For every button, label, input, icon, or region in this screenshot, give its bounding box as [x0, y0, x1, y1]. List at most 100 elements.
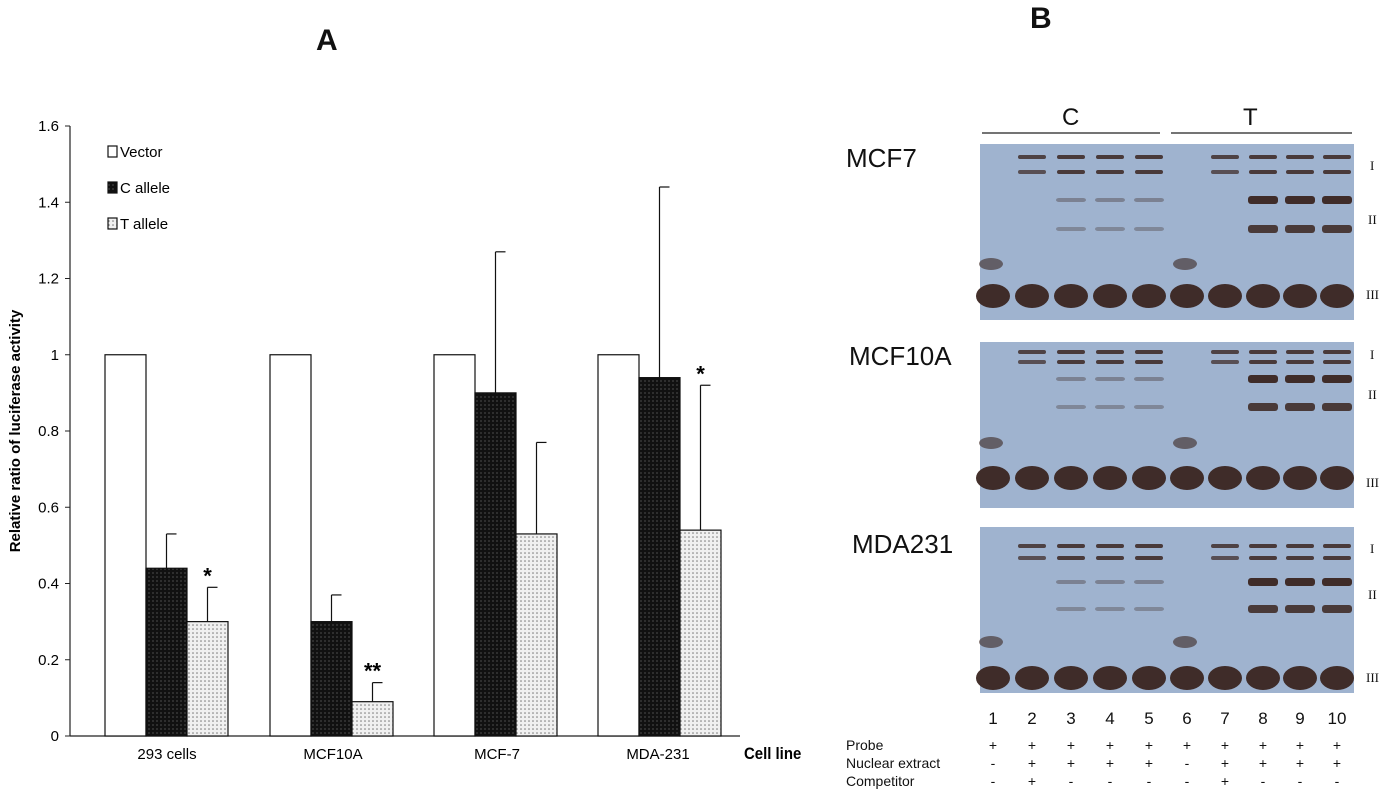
band-i [1018, 544, 1046, 548]
band-faint [1173, 258, 1197, 270]
lane-number: 5 [1144, 709, 1154, 728]
y-tick-label: 0.4 [38, 576, 59, 593]
band-i [1286, 350, 1314, 354]
condition-sign: + [1105, 755, 1115, 771]
band-iii [1132, 466, 1166, 490]
condition-sign: + [1220, 737, 1230, 753]
condition-sign: - [1107, 773, 1113, 789]
band-iii [1093, 284, 1127, 308]
band-ii [1322, 403, 1352, 411]
band-iii [1170, 466, 1204, 490]
y-tick-label: 0.2 [38, 652, 59, 669]
panel-a-label: A [316, 24, 338, 57]
band-iii [1320, 466, 1354, 490]
bar-c-allele [474, 392, 517, 737]
band-ii [1285, 375, 1315, 383]
band-i [1286, 360, 1314, 364]
band-ii [1095, 580, 1125, 584]
legend-swatch-c-allele [107, 181, 118, 194]
bar-vector [104, 354, 147, 737]
gel-blot-images [976, 132, 1354, 693]
lane-number: 2 [1027, 709, 1037, 728]
condition-sign: - [990, 773, 996, 789]
condition-sign: - [990, 755, 996, 771]
band-i [1018, 556, 1046, 560]
band-iii [1054, 466, 1088, 490]
band-ii [1248, 225, 1278, 233]
band-ii [1056, 405, 1086, 409]
band-ii [1056, 580, 1086, 584]
band-i [1323, 170, 1351, 174]
group-label-c: C [1062, 104, 1080, 131]
band-i [1096, 544, 1124, 548]
band-i [1323, 155, 1351, 159]
lane-number: 7 [1220, 709, 1230, 728]
bar-vector [597, 354, 640, 737]
band-iii [1093, 666, 1127, 690]
condition-sign: - [1260, 773, 1266, 789]
y-tick-label: 1 [51, 347, 59, 364]
legend-label-vector: Vector [120, 144, 163, 161]
condition-sign: + [1220, 773, 1230, 789]
x-category-label: MDA-231 [626, 746, 689, 763]
band-i [1323, 350, 1351, 354]
condition-sign: + [1144, 737, 1154, 753]
band-iii [1246, 466, 1280, 490]
condition-sign: + [1332, 755, 1342, 771]
condition-sign: + [1295, 737, 1305, 753]
band-ii [1056, 607, 1086, 611]
x-axis-title: Cell line [744, 745, 801, 763]
band-i [1096, 350, 1124, 354]
band-iii [1208, 466, 1242, 490]
bar-c-allele [638, 377, 681, 737]
row-label-mcf10a: MCF10A [849, 341, 952, 371]
legend-swatch-vector [107, 145, 118, 158]
band-i [1096, 155, 1124, 159]
band-label-r1-ii: II [1368, 212, 1377, 227]
row-label-mcf7: MCF7 [846, 143, 917, 173]
band-ii [1285, 578, 1315, 586]
band-ii [1248, 375, 1278, 383]
band-label-r2-i: I [1370, 347, 1375, 362]
bar-t-allele [679, 529, 722, 737]
condition-sign: + [1182, 737, 1192, 753]
band-i [1135, 170, 1163, 174]
bar-c-allele [310, 621, 353, 737]
y-tick-label: 1.4 [38, 194, 59, 211]
band-faint [979, 636, 1003, 648]
y-tick-label: 0.8 [38, 423, 59, 440]
y-tick-label: 0 [51, 728, 59, 745]
condition-label-competitor: Competitor [846, 773, 915, 789]
lane-number: 3 [1066, 709, 1076, 728]
band-label-r1-i: I [1370, 158, 1375, 173]
band-i [1211, 544, 1239, 548]
band-i [1249, 170, 1277, 174]
band-i [1323, 544, 1351, 548]
band-ii [1285, 403, 1315, 411]
condition-sign: + [1258, 755, 1268, 771]
condition-sign: + [1220, 755, 1230, 771]
significance-marker: * [203, 563, 212, 588]
band-iii [1320, 284, 1354, 308]
band-label-r2-iii: III [1366, 475, 1379, 490]
band-i [1135, 556, 1163, 560]
band-iii [1015, 466, 1049, 490]
band-ii [1095, 227, 1125, 231]
condition-sign: + [1066, 755, 1076, 771]
band-i [1286, 556, 1314, 560]
band-i [1249, 556, 1277, 560]
luciferase-bar-chart: 0 0.2 0.4 0.6 0.8 1 1.2 1.4 1.6 Relative ratio of… [7, 118, 801, 763]
band-iii [1093, 466, 1127, 490]
band-ii [1056, 227, 1086, 231]
condition-sign: - [1146, 773, 1152, 789]
significance-marker: * [696, 361, 705, 386]
band-faint [979, 258, 1003, 270]
band-ii [1248, 196, 1278, 204]
band-label-r3-iii: III [1366, 670, 1379, 685]
band-ii [1322, 196, 1352, 204]
band-i [1286, 155, 1314, 159]
band-ii [1056, 377, 1086, 381]
band-iii [1246, 284, 1280, 308]
condition-sign: + [1105, 737, 1115, 753]
band-i [1057, 360, 1085, 364]
